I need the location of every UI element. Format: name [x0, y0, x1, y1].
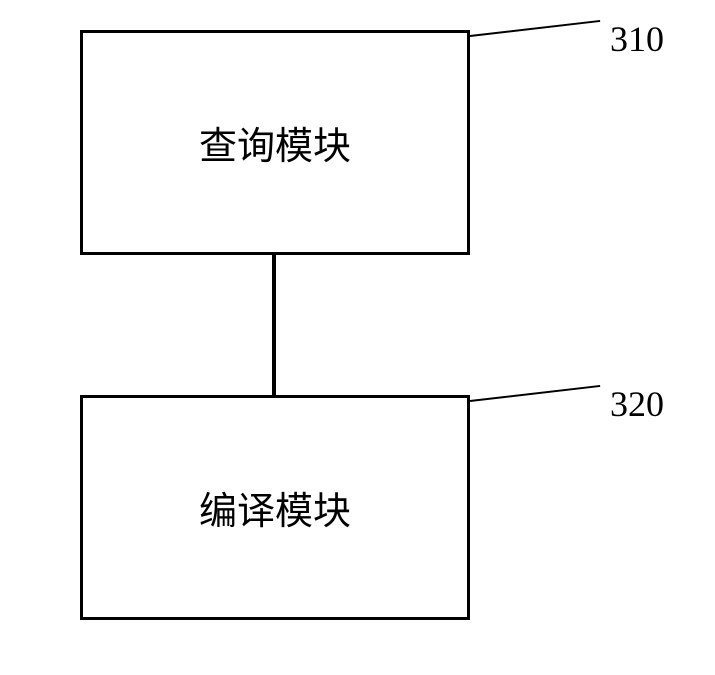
node-label: 编译模块 — [199, 480, 351, 535]
ref-label: 310 — [610, 18, 664, 60]
edge-connector — [272, 255, 276, 395]
diagram-container: 查询模块 编译模块 310 320 — [0, 0, 715, 675]
leader-line — [470, 385, 600, 402]
node-label: 查询模块 — [199, 115, 351, 170]
node-compile-module: 编译模块 — [80, 395, 470, 620]
ref-label: 320 — [610, 383, 664, 425]
leader-line — [470, 20, 600, 37]
node-query-module: 查询模块 — [80, 30, 470, 255]
